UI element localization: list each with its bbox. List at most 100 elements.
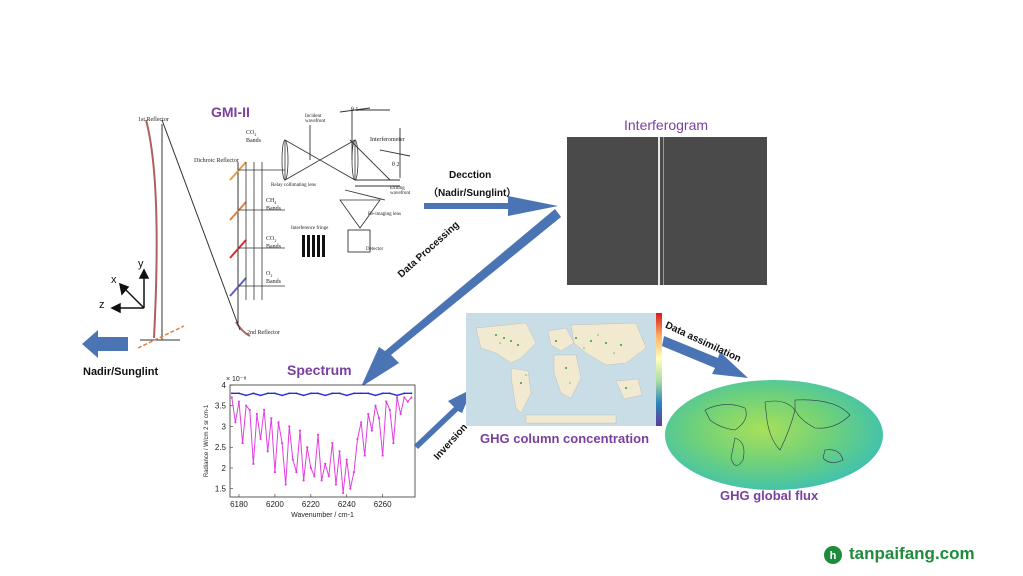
series-1-point [313,475,316,478]
series-1-point [388,408,391,411]
fringe-label: Interference fringe [291,226,329,231]
coordinate-axes-icon [110,268,150,314]
series-0-point [288,392,291,395]
series-1-point [356,437,359,441]
x-tick-label: 6260 [374,500,392,509]
series-1-point [273,471,277,474]
series-1-point [352,471,356,474]
series-1-point [377,417,381,420]
series-0-point [374,394,377,397]
reimaging-lens-label: Re-imaging lens [368,212,401,217]
dichroic-label: Dichroic Reflector [194,158,239,164]
watermark: h tanpaifang.com [823,543,1018,567]
series-0-point [230,392,233,395]
series-1-point [381,454,384,457]
x-axis-label: Wavenumber / cm-1 [291,512,354,519]
ghg-column-map [466,313,656,426]
series-1-point [367,412,370,416]
series-0-point [252,392,255,395]
series-0-point [309,392,312,395]
series-1-point [284,483,287,486]
series-1-point [410,396,413,399]
series-1-point [327,475,330,478]
series-1-point [403,396,406,399]
series-1-point [370,429,373,432]
ghg-global-flux-globe [665,380,883,490]
interferogram-title: Interferogram [624,117,709,133]
series-0-point [345,394,348,397]
exiting-wavefront-label: Exiting wavefront [390,186,411,196]
y-tick-label: 3 [222,422,227,431]
series-1-point [309,466,312,470]
spectrum-chart: 6180 6200 6220 6240 6260 1.5 2 2.5 3 3.5 4× 10⁻⁸ Wa… [204,376,416,519]
series-1-point [248,408,251,411]
series-0-point [295,392,298,395]
x-tick-label: 6200 [266,500,284,509]
series-0-point [388,392,391,395]
relay-lens-label: Relay collimating lens [271,183,316,188]
svg-text:h: h [830,550,837,562]
band-label-co2-1: CO2 Bands [246,130,261,145]
series-0-point [381,392,384,395]
series-0-point [410,392,413,395]
series-1-point [338,450,341,453]
series-0-point [324,394,327,397]
axis-x-label: x [111,274,117,286]
series-1-point [316,433,320,436]
spectrum-title: Spectrum [287,362,352,378]
detection-arrow-icon [424,196,558,216]
detection-sub-label: （Nadir/Sunglint） [428,188,517,199]
ghg-column-title: GHG column concentration [480,431,650,446]
second-reflector [235,321,251,337]
series-1-point [234,421,237,424]
series-1-point [349,487,352,490]
series-0-point [403,392,406,395]
series-1-point [406,400,409,403]
data-processing-arrow-icon [361,209,561,387]
series-0-point [266,392,269,395]
first-reflector [145,119,158,339]
detector-label: Detector [366,247,384,252]
y-tick-label: 3.5 [215,402,227,411]
series-0-point [259,394,262,397]
series-1-point [334,483,338,486]
series-1-point [295,471,298,474]
series-1-point [363,454,366,457]
axis-y-label: y [138,258,144,270]
series-1-point [399,412,402,416]
y-axis-label: Radiance / W/cm 2 sr cm-1 [204,404,210,477]
ghg-colorbar [656,313,662,426]
series-1-point [298,429,302,432]
series-1-point [392,441,395,445]
series-0-point [317,392,319,395]
theta2-label: θ 2 [392,162,400,168]
series-1-point [320,479,323,482]
series-0-point [331,392,334,395]
series-1-point [342,491,345,494]
series-0-point [274,392,276,395]
series-line-0 [231,392,412,397]
x-tick-label: 6220 [302,500,320,509]
interferogram-center-fringe [658,137,660,285]
series-0-point [338,392,341,395]
series-1-point [345,458,348,461]
series-0-point [281,394,283,397]
interferometer-label: Interferometer [370,137,405,143]
series-0-point [396,394,398,397]
nadir-arrow-icon [82,330,128,358]
series-1-point [280,441,284,445]
series-1-point [374,404,377,407]
series-1-point [277,421,280,424]
band-label-co2-2: CO2 Bands [266,236,281,251]
series-1-point [385,400,388,403]
series-1-point [230,396,233,399]
band-label-ch4: CH4 Bands [266,198,281,213]
series-0-point [360,392,363,395]
series-1-point [395,396,399,399]
y-tick-label: 2.5 [215,443,227,452]
series-1-point [291,458,294,461]
series-1-point [252,462,255,465]
series-1-point [360,421,363,424]
incident-wavefront-label: Incident wavefront [305,114,326,124]
series-0-point [238,392,240,395]
